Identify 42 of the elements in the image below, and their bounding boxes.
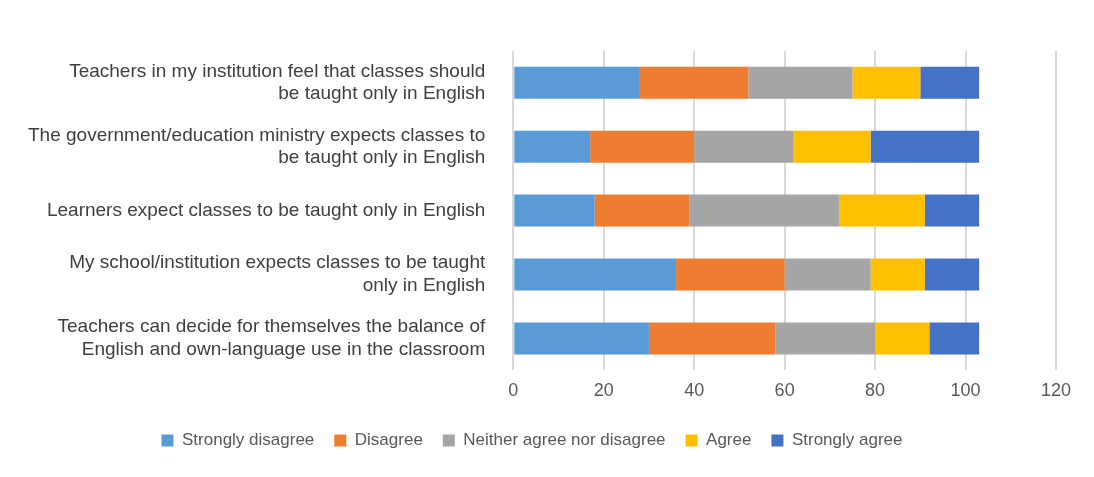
- x-tick-label: 20: [593, 380, 614, 401]
- bar: [748, 66, 853, 99]
- x-tick-label: 120: [1040, 380, 1072, 401]
- legend-label: Neither agree nor disagree: [463, 430, 666, 450]
- bar: [929, 322, 980, 355]
- bar: [676, 258, 785, 291]
- y-tick-label: Teachers can decide for themselves the balance of English and own-language use in the classroom: [57, 315, 486, 360]
- bar: [694, 130, 794, 163]
- bar: [870, 258, 925, 291]
- bar: [648, 322, 776, 355]
- bar: [775, 322, 876, 355]
- x-tick-label: 60: [774, 380, 795, 401]
- bar: [514, 322, 649, 355]
- bar: [514, 130, 591, 163]
- bar: [594, 194, 690, 227]
- x-tick-label: 0: [508, 380, 519, 401]
- bar: [514, 66, 640, 99]
- bar: [924, 258, 980, 291]
- y-tick-label: My school/institution expects classes to be taught only in English: [69, 251, 486, 296]
- bar: [784, 258, 871, 291]
- legend-label: Strongly disagree: [182, 430, 315, 450]
- x-tick-label: 80: [865, 380, 886, 401]
- y-tick-label: Teachers in my institution feel that classes should be taught only in English: [69, 59, 486, 104]
- legend-label: Strongly agree: [791, 430, 903, 450]
- bar: [875, 322, 930, 355]
- bar: [924, 194, 980, 227]
- y-tick-label: The government/education ministry expects classes to be taught only in English: [27, 123, 486, 168]
- bar: [639, 66, 749, 99]
- bar: [920, 66, 980, 99]
- x-tick-label: 40: [684, 380, 705, 401]
- bar: [590, 130, 695, 163]
- bar: [852, 66, 921, 99]
- x-tick-label: 100: [950, 380, 981, 401]
- y-tick-label: Learners expect classes to be taught only in English: [46, 198, 486, 220]
- bar: [838, 194, 925, 227]
- bar: [689, 194, 839, 227]
- bar: [793, 130, 871, 163]
- bar: [514, 194, 595, 227]
- bar: [514, 258, 677, 291]
- legend-label: Disagree: [354, 430, 423, 450]
- bar: [870, 130, 980, 163]
- legend-label: Agree: [706, 430, 752, 450]
